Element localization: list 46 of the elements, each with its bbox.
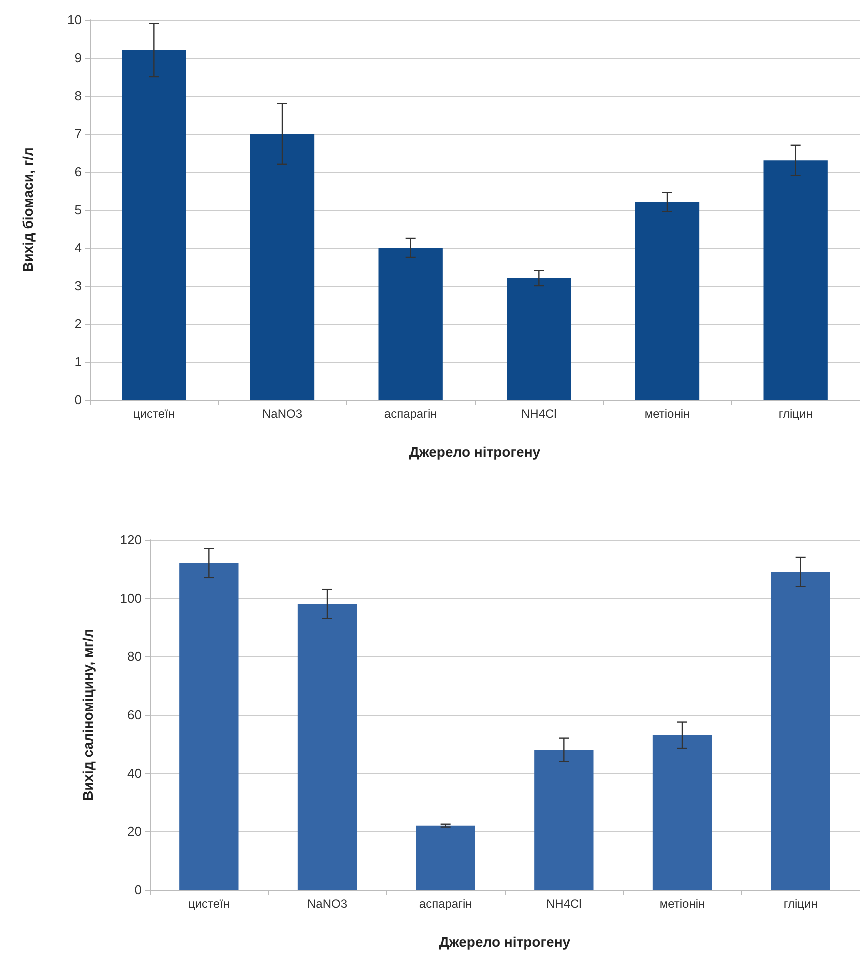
bar xyxy=(122,50,186,400)
bar xyxy=(298,604,358,890)
x-tick-label: цистеїн xyxy=(188,897,230,911)
x-tick-label: NH4Cl xyxy=(521,407,557,421)
bar xyxy=(180,563,239,890)
y-tick-label: 3 xyxy=(74,278,82,294)
x-axis-title: Джерело нітрогену xyxy=(409,444,541,460)
bar xyxy=(507,278,572,400)
bar xyxy=(635,202,700,400)
x-tick-label: аспарагін xyxy=(384,407,438,421)
y-tick-label: 0 xyxy=(134,882,142,898)
y-tick-label: 1 xyxy=(74,354,82,370)
y-tick-label: 0 xyxy=(74,392,82,408)
bar xyxy=(416,826,476,890)
bar xyxy=(378,248,443,400)
y-tick-label: 100 xyxy=(120,590,142,606)
y-tick-label: 4 xyxy=(74,240,82,256)
x-tick-label: гліцин xyxy=(778,407,813,421)
y-axis-title: Вихід саліноміцину, мг/л xyxy=(80,629,96,801)
y-tick-label: 8 xyxy=(74,88,82,104)
y-tick-label: 80 xyxy=(128,649,142,664)
y-tick-label: 40 xyxy=(128,766,142,781)
bar xyxy=(250,134,315,400)
x-tick-label: аспарагін xyxy=(419,897,472,911)
x-tick-label: гліцин xyxy=(784,897,818,911)
y-tick-label: 9 xyxy=(74,50,82,66)
x-tick-label: NH4Cl xyxy=(546,897,582,911)
bar xyxy=(652,735,712,890)
y-axis-title: Вихід біомаси, г/л xyxy=(20,148,36,272)
x-tick-label: метіонін xyxy=(644,407,690,421)
x-tick-label: NaNO3 xyxy=(262,407,303,421)
y-tick-label: 120 xyxy=(120,532,142,548)
y-tick-label: 5 xyxy=(74,202,82,218)
x-tick-label: NaNO3 xyxy=(307,897,348,911)
bar xyxy=(771,572,830,890)
y-tick-label: 2 xyxy=(74,316,82,332)
y-tick-label: 20 xyxy=(128,824,142,840)
x-tick-label: цистеїн xyxy=(133,407,175,421)
bar xyxy=(534,750,594,890)
y-tick-label: 10 xyxy=(68,12,82,28)
y-tick-label: 7 xyxy=(74,126,82,142)
y-tick-label: 60 xyxy=(128,708,142,722)
x-axis-title: Джерело нітрогену xyxy=(439,934,571,950)
x-tick-label: метіонін xyxy=(660,897,706,911)
y-tick-label: 6 xyxy=(74,164,82,180)
bar xyxy=(764,160,828,400)
